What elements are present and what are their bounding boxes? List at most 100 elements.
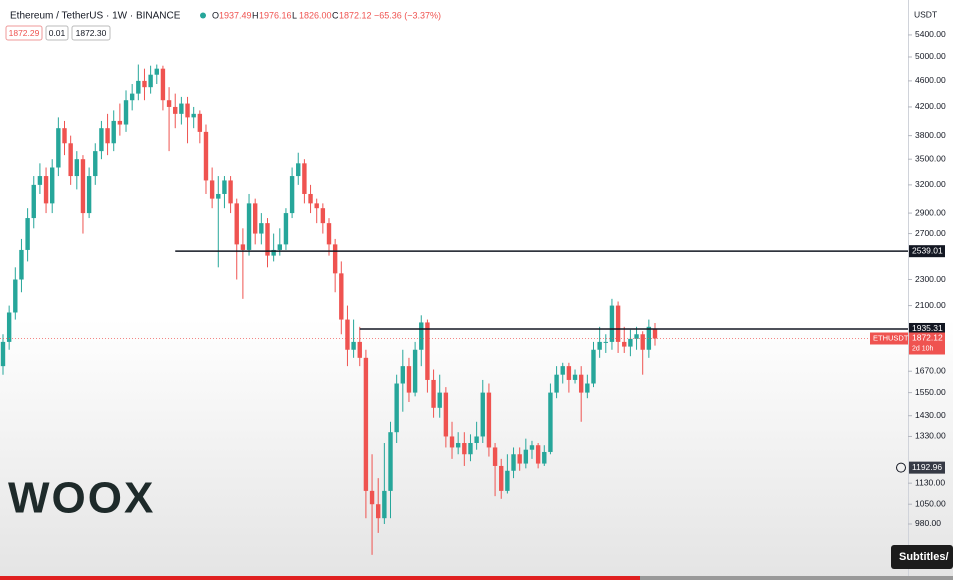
candle-body [277,244,282,250]
candle-body [197,113,203,132]
candle-body [455,443,461,448]
candle-body [0,341,6,367]
y-tick-label: 1550.00 [915,387,946,397]
candle-body [160,68,166,101]
candle-body [474,436,479,444]
candle-body [437,392,442,408]
candle-body [259,223,264,234]
quote-box [5,25,43,41]
candle-body [142,80,147,88]
y-tick-label: 2100.00 [915,300,946,310]
candle-body [252,203,258,234]
candle-body [591,349,596,384]
candle-body [376,504,381,519]
candle-body [339,273,344,320]
candle-body [326,223,332,245]
candle-body [105,128,110,144]
candle-body [222,180,227,194]
candle-body [585,383,590,393]
candle-body [179,103,184,114]
candle-body [240,244,246,250]
quote-box [71,25,111,41]
candle-body [548,392,553,452]
candle-body [246,203,252,250]
subtitles: Subtitles/ [899,551,949,563]
candle-body [615,305,621,342]
candle-body [535,445,541,464]
candle-body [68,143,73,177]
candle-body [357,341,362,358]
y-tick-label: 3500.00 [915,153,946,163]
chart-title: Ethereum / TetherUS · 1W · BINANCE [10,11,181,22]
candle-body [529,445,535,450]
candle-body [640,334,645,350]
legend-key: C [332,10,339,20]
candle-body [572,374,578,380]
candle-body [603,341,608,343]
candle-body [462,443,467,455]
crosshair-icon [896,462,906,473]
candle-body [19,249,24,280]
candle-body [228,180,233,204]
progress-bar [0,576,640,580]
quote-text: 1872.30 [76,28,107,38]
y-tick-label: 1430.00 [915,410,946,420]
candle-body [136,80,141,94]
candle-body [320,208,326,224]
quote-boxes: 1872.29 0.01 1872.30 [5,25,111,41]
level-label: 1935.31 [912,323,943,333]
candle-body [542,451,547,464]
candle-body [449,436,455,448]
symbol-label-bg [870,332,908,345]
status-dot [200,12,206,19]
y-tick-label: 1130.00 [915,477,945,487]
price-label-bg [909,332,945,355]
candle-body [216,193,221,199]
level-label-bg [909,245,945,258]
candle-body [578,374,584,393]
candle-body [425,322,430,380]
candle-body [394,383,399,433]
candle-body [560,366,565,375]
currency: USDT [914,9,937,19]
candle-body [99,128,104,152]
y-tick-label: 2700.00 [915,228,946,238]
crosshair-label-bg [909,461,945,474]
candle-body [480,392,485,437]
level-label-bg [909,322,945,335]
candle-body [332,244,338,274]
candle-body [191,113,196,118]
candle-body [43,176,49,204]
candle-body [56,128,61,168]
candle-body [314,203,319,209]
candle-body [209,180,215,199]
candle-body [652,328,658,339]
plot [0,64,908,555]
candle-body [289,176,295,214]
candle-body [234,203,239,245]
candle-body [382,490,387,519]
change: −65.36 (−3.37%) [374,10,441,20]
y-tick-label: 3800.00 [915,130,946,140]
y-tick-label: 1670.00 [915,365,946,375]
candle-body [628,338,633,347]
price-label: 1872.12 [912,333,943,343]
quote-text: 0.01 [49,28,66,38]
candle-body [302,163,307,194]
legend-value: 1826.00 [299,10,332,20]
candle-body [86,176,92,214]
candle-body [406,366,412,393]
quote-text: 1872.29 [9,28,40,38]
candle-body [74,159,80,177]
y-tick-label: 1330.00 [915,431,946,441]
y-tick-label: 980.00 [915,518,941,528]
candle-body [62,128,67,144]
candle-body [431,379,436,408]
candle-body [117,120,123,125]
candle-body [388,432,393,491]
y-tick-label: 2300.00 [915,274,946,284]
legend-key: O [212,10,219,20]
candle-body [622,341,627,347]
